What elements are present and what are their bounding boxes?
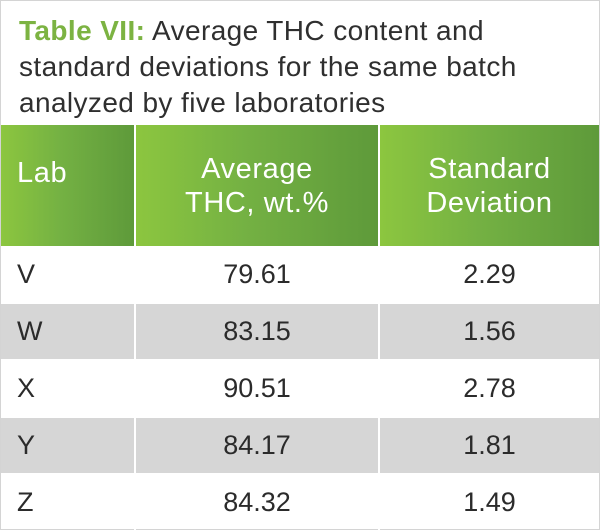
header-lab: Lab [1, 125, 136, 246]
cell-std-dev: 1.56 [379, 303, 599, 361]
cell-average: 84.32 [135, 474, 380, 532]
cell-std-dev: 2.78 [379, 360, 599, 418]
cell-average: 83.15 [135, 303, 380, 361]
header-average-thc: Average THC, wt.% [135, 125, 380, 246]
header-sd-line1: Standard [428, 152, 551, 185]
cell-lab: Z [1, 474, 136, 532]
cell-lab: Y [1, 417, 136, 475]
table-row: V 79.61 2.29 [1, 246, 599, 304]
cell-std-dev: 1.49 [379, 474, 599, 532]
header-row: Lab Average THC, wt.% Standard Deviation [1, 125, 599, 246]
cell-average: 84.17 [135, 417, 380, 475]
table-header: Lab Average THC, wt.% Standard Deviation [1, 125, 599, 246]
header-standard-deviation: Standard Deviation [379, 125, 599, 246]
header-sd-line2: Deviation [426, 186, 553, 219]
table-body: V 79.61 2.29 W 83.15 1.56 X 90.51 2.78 Y… [1, 246, 599, 532]
caption-label: Table VII: [19, 15, 146, 46]
header-avg-line2: THC, wt.% [185, 186, 329, 219]
table-row: Y 84.17 1.81 [1, 417, 599, 475]
cell-std-dev: 2.29 [379, 246, 599, 304]
cell-average: 79.61 [135, 246, 380, 304]
table-row: Z 84.32 1.49 [1, 474, 599, 532]
header-avg-line1: Average [201, 152, 313, 185]
table-caption: Table VII: Average THC content and stand… [1, 1, 599, 125]
cell-lab: V [1, 246, 136, 304]
thc-table: Lab Average THC, wt.% Standard Deviation V… [1, 125, 599, 532]
cell-lab: W [1, 303, 136, 361]
cell-average: 90.51 [135, 360, 380, 418]
cell-lab: X [1, 360, 136, 418]
caption-text: Average THC content and standard deviati… [19, 15, 517, 118]
header-lab-text: Lab [17, 157, 68, 189]
cell-std-dev: 1.81 [379, 417, 599, 475]
table-row: X 90.51 2.78 [1, 360, 599, 418]
table-row: W 83.15 1.56 [1, 303, 599, 361]
